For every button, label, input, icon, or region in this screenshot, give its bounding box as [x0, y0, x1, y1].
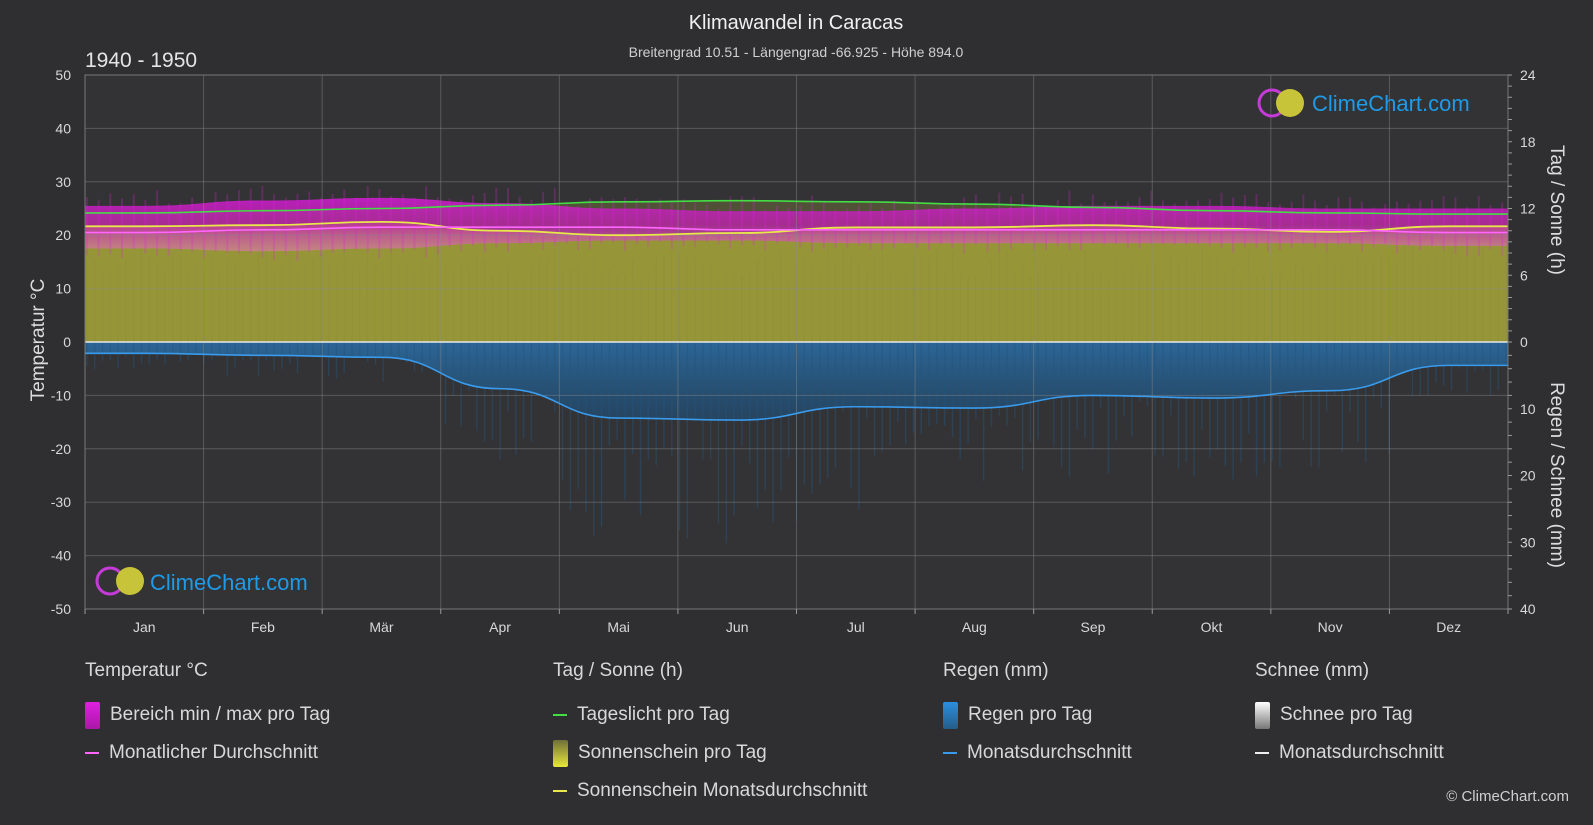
- right-axis-top-title: Tag / Sonne (h): [1546, 145, 1567, 275]
- right-axis: 24 18 12 6 0 10 20 30 40: [1508, 67, 1536, 617]
- legend-temperature: Temperatur °C Bereich min / max pro Tag …: [85, 660, 330, 772]
- logo-globe-icon: [116, 567, 144, 595]
- chart-subtitle: Breitengrad 10.51 - Längengrad -66.925 -…: [629, 44, 964, 60]
- legend-label: Monatsdurchschnitt: [967, 742, 1132, 763]
- month-label: Sep: [1080, 619, 1105, 635]
- brand-text-bottom: ClimeChart.com: [150, 570, 308, 595]
- legend-item: Monatlicher Durchschnitt: [85, 734, 330, 772]
- legend-item: Sonnenschein pro Tag: [553, 734, 867, 772]
- chart-title: Klimawandel in Caracas: [689, 12, 904, 34]
- month-label: Aug: [962, 619, 987, 635]
- legend-heading: Regen (mm): [943, 660, 1049, 681]
- rain-avg-line: [84, 352, 1508, 421]
- rain-swatch: [943, 701, 958, 729]
- month-label: Nov: [1318, 619, 1343, 635]
- legend-label: Monatsdurchschnitt: [1279, 742, 1444, 763]
- left-tick-label: 0: [63, 334, 71, 350]
- legend-item: Sonnenschein Monatsdurchschnitt: [553, 772, 867, 810]
- legend-label: Bereich min / max pro Tag: [110, 704, 331, 725]
- left-tick-label: 40: [55, 120, 71, 136]
- legend-heading: Temperatur °C: [85, 660, 208, 681]
- legend-item: Regen pro Tag: [943, 696, 1132, 734]
- daylight-line: [84, 199, 1508, 215]
- legend-label: Monatlicher Durchschnitt: [109, 742, 319, 763]
- month-label: Okt: [1201, 619, 1223, 635]
- period-label: 1940 - 1950: [85, 49, 197, 72]
- logo-globe-icon: [1276, 89, 1304, 117]
- month-label: Feb: [251, 619, 275, 635]
- left-tick-label: -40: [51, 548, 71, 564]
- left-tick-label: 10: [55, 281, 71, 297]
- right-tick-label-hours: 6: [1520, 267, 1528, 283]
- avg-line-swatch: [85, 752, 99, 754]
- right-tick-label-mm: 30: [1520, 534, 1536, 550]
- month-label: Jul: [847, 619, 865, 635]
- right-tick-label-mm: 10: [1520, 401, 1536, 417]
- right-tick-label-mm: 40: [1520, 601, 1536, 617]
- legend-sun: Tag / Sonne (h) Tageslicht pro Tag Sonne…: [553, 660, 867, 810]
- month-label: Dez: [1436, 619, 1461, 635]
- sunshine-swatch: [553, 739, 568, 767]
- brand-logo-bottom[interactable]: ClimeChart.com: [95, 566, 308, 596]
- legend-item: Schnee pro Tag: [1255, 696, 1444, 734]
- left-tick-label: -50: [51, 601, 71, 617]
- legend-heading: Tag / Sonne (h): [553, 660, 683, 681]
- legend-item: Monatsdurchschnitt: [1255, 734, 1444, 772]
- legend-snow: Schnee (mm) Schnee pro Tag Monatsdurchsc…: [1255, 660, 1444, 772]
- right-tick-label-mm: 20: [1520, 468, 1536, 484]
- legend-label: Tageslicht pro Tag: [577, 704, 730, 725]
- left-tick-label: 20: [55, 227, 71, 243]
- right-tick-label-hours: 12: [1520, 201, 1536, 217]
- temperature-range-band: [85, 197, 1508, 252]
- temperature-avg-line: [85, 226, 1508, 234]
- month-label: Jan: [133, 619, 156, 635]
- right-tick-label-hours: 18: [1520, 134, 1536, 150]
- left-tick-label: -30: [51, 494, 71, 510]
- climate-chart: Klimawandel in Caracas Breitengrad 10.51…: [28, 12, 1567, 635]
- legend-label: Schnee pro Tag: [1280, 704, 1413, 725]
- legend-item: Bereich min / max pro Tag: [85, 696, 330, 734]
- sunshine-area: [85, 221, 1508, 342]
- left-tick-label: 30: [55, 174, 71, 190]
- rain-avg-swatch: [943, 752, 957, 754]
- left-axis-title: Temperatur °C: [28, 279, 49, 402]
- left-tick-label: -20: [51, 441, 71, 457]
- copyright: © ClimeChart.com: [1446, 788, 1569, 805]
- month-label: Mai: [607, 619, 630, 635]
- daylight-swatch: [553, 714, 567, 716]
- right-tick-label-hours: 24: [1520, 67, 1536, 83]
- legend-rain: Regen (mm) Regen pro Tag Monatsdurchschn…: [943, 660, 1132, 772]
- rain-area: [85, 342, 1508, 421]
- legend-label: Regen pro Tag: [968, 704, 1093, 725]
- left-tick-label: 50: [55, 67, 71, 83]
- left-axis: 50 40 30 20 10 0 -10 -20 -30 -40 -50: [51, 67, 71, 617]
- range-swatch: [85, 701, 100, 729]
- legend-label: Sonnenschein pro Tag: [578, 742, 767, 763]
- snow-swatch: [1255, 701, 1270, 729]
- legend-item: Monatsdurchschnitt: [943, 734, 1132, 772]
- legend-heading: Schnee (mm): [1255, 660, 1370, 681]
- month-label: Mär: [369, 619, 393, 635]
- right-axis-bottom-title: Regen / Schnee (mm): [1546, 382, 1567, 568]
- x-axis: Jan Feb Mär Apr Mai Jun Jul Aug Sep Okt Nov Dez: [84, 609, 1509, 635]
- month-label: Jun: [726, 619, 749, 635]
- sunshine-avg-swatch: [553, 790, 567, 792]
- left-tick-label: -10: [51, 387, 71, 403]
- legend-label: Sonnenschein Monatsdurchschnitt: [577, 780, 868, 801]
- brand-logo-top[interactable]: ClimeChart.com: [1257, 88, 1470, 118]
- month-label: Apr: [489, 619, 511, 635]
- snow-avg-swatch: [1255, 752, 1269, 754]
- brand-text-top: ClimeChart.com: [1312, 91, 1470, 116]
- legend-item: Tageslicht pro Tag: [553, 696, 867, 734]
- plot-area: [84, 74, 1509, 610]
- right-tick-label-hours: 0: [1520, 334, 1528, 350]
